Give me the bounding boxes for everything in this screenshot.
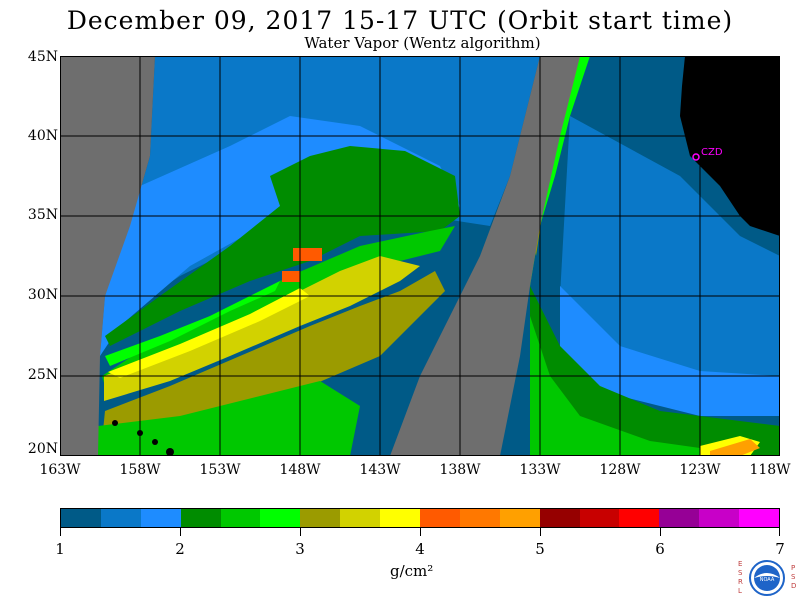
colorbar-label-2: 2 <box>175 540 185 558</box>
colorbar-label-6: 6 <box>655 540 665 558</box>
colorbar-segment <box>300 509 341 527</box>
colorbar-segment <box>739 509 780 527</box>
colorbar-segment <box>340 509 381 527</box>
colorbar-label-1: 1 <box>55 540 65 558</box>
colorbar-segment <box>420 509 460 527</box>
light-green-band-east <box>530 316 700 456</box>
logo-right-letter-1: S <box>791 573 796 581</box>
logo-left-letter-1: S <box>738 569 743 577</box>
lon-label-128w: 128W <box>599 462 641 478</box>
orange-patch-east <box>710 439 760 456</box>
water-vapor-map: CZD <box>60 56 780 456</box>
lon-label-158w: 158W <box>119 462 161 478</box>
colorbar-label-5: 5 <box>535 540 545 558</box>
colorbar-tick <box>660 528 661 536</box>
green-band-east <box>530 286 780 456</box>
blue-region-east <box>560 116 780 376</box>
lon-label-138w: 138W <box>439 462 481 478</box>
olive-region-west <box>102 271 445 441</box>
bright-blue-region-east <box>560 286 780 416</box>
lat-label-20n: 20N <box>27 441 58 457</box>
colorbar-segment <box>61 509 101 527</box>
lat-label-35n: 35N <box>27 207 58 223</box>
hawaii-island-big <box>166 448 174 456</box>
logo-inner-circle <box>754 565 780 591</box>
lat-label-45n: 45N <box>27 49 58 65</box>
noaa-logo: E S R L P S D NOAA <box>738 560 796 596</box>
station-label: CZD <box>701 147 723 158</box>
colorbar-segment <box>380 509 421 527</box>
colorbar-segment <box>499 509 540 527</box>
lat-lon-grid <box>60 56 780 456</box>
missing-data-center <box>390 56 580 456</box>
colorbar-segment <box>619 509 660 527</box>
lon-label-143w: 143W <box>359 462 401 478</box>
yellow-band-west <box>104 256 420 401</box>
map-title: December 09, 2017 15-17 UTC (Orbit start… <box>66 6 734 35</box>
hawaii-island-maui <box>152 439 158 445</box>
california-landmass <box>680 56 780 236</box>
colorbar-segment <box>459 509 500 527</box>
lon-label-123w: 123W <box>679 462 721 478</box>
colorbar-segment <box>100 509 141 527</box>
lon-label-148w: 148W <box>279 462 321 478</box>
lon-label-153w: 153W <box>199 462 241 478</box>
colorbar-segment <box>659 509 700 527</box>
colorbar-units: g/cm² <box>390 562 434 580</box>
lat-label-25n: 25N <box>27 367 58 383</box>
lon-label-133w: 133W <box>519 462 561 478</box>
lat-label-40n: 40N <box>27 128 58 144</box>
logo-right-letter-2: D <box>791 582 796 590</box>
logo-left-letter-2: R <box>738 578 743 586</box>
orange-patch <box>293 248 322 261</box>
lon-label-118w: 118W <box>749 462 791 478</box>
colorbar-segment <box>180 509 221 527</box>
lat-label-30n: 30N <box>27 287 58 303</box>
colorbar-segment <box>699 509 740 527</box>
colorbar-tick <box>180 528 181 536</box>
colorbar-label-4: 4 <box>415 540 425 558</box>
bright-green-edge-west <box>105 281 280 366</box>
logo-bird-shape <box>754 573 780 578</box>
map-subtitle: Water Vapor (Wentz algorithm) <box>304 34 541 52</box>
logo-right-letter-0: P <box>791 564 795 572</box>
bright-yellow-band-west <box>108 288 310 378</box>
orange-patch-small <box>282 271 300 282</box>
map-frame <box>60 56 780 456</box>
colorbar-tick <box>300 528 301 536</box>
lon-label-163w: 163W <box>39 462 81 478</box>
colorbar-tick <box>779 528 780 536</box>
colorbar-segment <box>140 509 181 527</box>
station-marker <box>692 153 700 161</box>
logo-center-text: NOAA <box>760 577 775 583</box>
hawaii-island-kauai <box>112 420 118 426</box>
missing-data-west <box>60 56 155 456</box>
colorbar-segment <box>220 509 261 527</box>
colorbar-tick <box>420 528 421 536</box>
colorbar-tick <box>540 528 541 536</box>
colorbar <box>60 508 780 528</box>
colorbar-segment <box>579 509 620 527</box>
logo-left-letter-3: L <box>738 587 742 595</box>
colorbar-tick <box>60 528 61 536</box>
colorbar-segment <box>539 509 580 527</box>
colorbar-label-7: 7 <box>775 540 785 558</box>
logo-left-letter-0: E <box>738 560 742 568</box>
colorbar-label-3: 3 <box>295 540 305 558</box>
colorbar-segment <box>260 509 301 527</box>
green-bottom-west <box>98 381 360 456</box>
